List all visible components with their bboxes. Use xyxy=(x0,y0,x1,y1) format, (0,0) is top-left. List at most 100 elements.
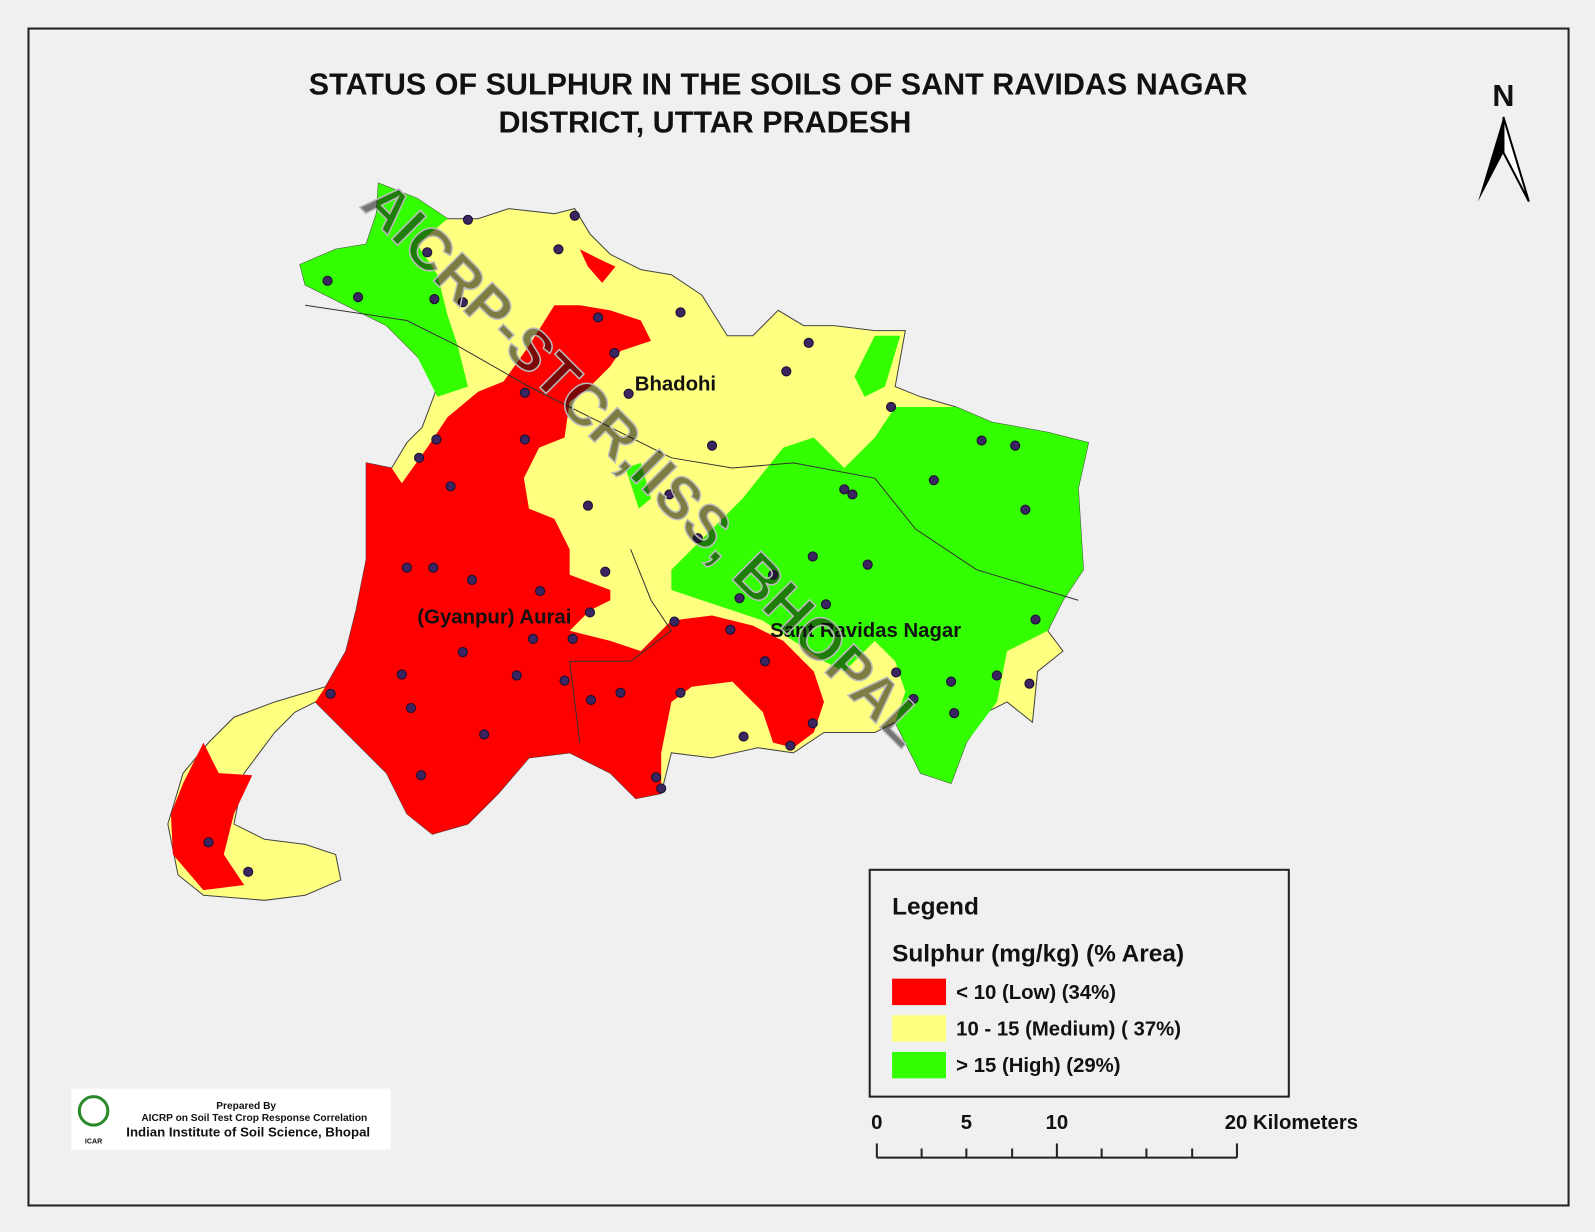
sample-point xyxy=(422,247,433,258)
sample-point xyxy=(820,599,832,610)
sample-point xyxy=(725,624,736,635)
scale-label: 5 xyxy=(961,1112,972,1134)
sample-point xyxy=(243,866,254,877)
sample-point xyxy=(203,837,214,848)
sample-point xyxy=(615,687,626,698)
credit-box: ICAR Prepared By AICRP on Soil Test Crop… xyxy=(71,1088,391,1150)
scale-label: 20 Kilometers xyxy=(1225,1112,1358,1134)
sample-point xyxy=(785,740,796,751)
sample-point xyxy=(1020,504,1031,515)
sample-point xyxy=(839,484,850,495)
scale-bar: 0 5 10 20 Kilometers xyxy=(871,1112,1358,1159)
credit-background xyxy=(71,1088,391,1150)
sample-point xyxy=(991,670,1002,681)
sample-point xyxy=(567,633,578,644)
sample-point xyxy=(325,688,336,699)
sample-point xyxy=(466,574,478,585)
sample-point xyxy=(946,676,957,687)
high-zone xyxy=(300,183,468,397)
sample-point xyxy=(527,633,539,644)
sample-point xyxy=(396,669,407,680)
sample-point xyxy=(908,693,919,704)
place-label: Bhadohi xyxy=(635,374,716,396)
high-zone xyxy=(671,406,1089,784)
sample-point xyxy=(651,772,662,783)
sample-point xyxy=(734,593,745,604)
legend-title: Legend xyxy=(892,894,979,921)
low-zone xyxy=(315,305,824,835)
legend-swatch xyxy=(892,1015,947,1042)
logo-mark xyxy=(77,1095,110,1127)
sample-point xyxy=(768,569,779,580)
legend-subtitle: Sulphur (mg/kg) (% Area) xyxy=(892,940,1184,967)
sample-point xyxy=(600,566,611,577)
sample-point xyxy=(664,489,675,500)
sample-point xyxy=(431,434,442,445)
sample-point xyxy=(479,729,490,740)
low-zone xyxy=(579,249,616,283)
sample-point xyxy=(1024,678,1035,689)
sample-point xyxy=(807,551,818,562)
sample-point xyxy=(553,244,564,255)
sample-point xyxy=(738,731,749,742)
sample-point xyxy=(405,702,417,714)
sample-point xyxy=(807,718,818,729)
sample-point xyxy=(692,533,703,544)
sample-point xyxy=(457,647,468,658)
district-map xyxy=(167,182,1090,901)
sample-point xyxy=(759,656,771,667)
legend: Legend Sulphur (mg/kg) (% Area) < 10 (Lo… xyxy=(868,868,1290,1098)
sample-point xyxy=(582,500,594,511)
sample-point xyxy=(623,388,634,399)
sample-point xyxy=(1010,440,1021,451)
title-line-1: STATUS OF SULPHUR IN THE SOILS OF SANT R… xyxy=(309,68,1248,102)
sample-point xyxy=(976,435,987,446)
credit-project: AICRP on Soil Test Crop Response Correla… xyxy=(141,1113,367,1124)
sample-point xyxy=(511,670,522,681)
sample-point xyxy=(429,294,440,305)
sample-point xyxy=(457,297,468,308)
credit-prepared: Prepared By xyxy=(216,1101,276,1112)
legend-label: > 15 (High) (29%) xyxy=(956,1055,1120,1077)
sample-point xyxy=(428,562,439,573)
boundary xyxy=(569,549,673,743)
sample-point xyxy=(569,210,580,221)
sample-point xyxy=(535,585,546,597)
low-zone xyxy=(170,742,253,891)
legend-swatch xyxy=(892,978,947,1006)
sample-point xyxy=(781,366,792,377)
high-zone xyxy=(625,462,652,509)
logo-text: ICAR xyxy=(85,1137,102,1145)
sample-point xyxy=(416,770,427,781)
sample-point xyxy=(584,607,596,618)
sample-point xyxy=(1030,614,1041,625)
title-line-2: DISTRICT, UTTAR PRADESH xyxy=(498,105,911,139)
credit-institute: Indian Institute of Soil Science, Bhopal xyxy=(126,1124,370,1139)
sample-point xyxy=(675,687,686,698)
sample-point xyxy=(675,307,686,318)
legend-label: < 10 (Low) (34%) xyxy=(956,982,1116,1004)
place-label: Sant Ravidas Nagar xyxy=(770,620,961,642)
sample-point xyxy=(656,783,667,794)
scale-label: 0 xyxy=(871,1112,882,1134)
legend-swatch xyxy=(892,1051,947,1079)
sample-point xyxy=(559,675,570,686)
sample-point xyxy=(414,452,425,463)
sample-point xyxy=(519,387,530,398)
north-label: N xyxy=(1492,79,1514,113)
sample-point xyxy=(803,337,814,348)
sample-point xyxy=(445,481,456,492)
boundary xyxy=(305,304,1079,601)
sample-point xyxy=(862,559,873,570)
sample-point xyxy=(928,475,939,486)
sample-point xyxy=(352,292,364,303)
high-zone xyxy=(854,335,901,397)
sample-point xyxy=(891,667,902,678)
sample-point xyxy=(462,214,474,225)
sample-point xyxy=(949,708,960,719)
place-label: (Gyanpur) Aurai xyxy=(417,607,571,629)
sample-point xyxy=(885,401,897,413)
sample-point xyxy=(322,275,333,286)
sample-point xyxy=(593,312,604,323)
